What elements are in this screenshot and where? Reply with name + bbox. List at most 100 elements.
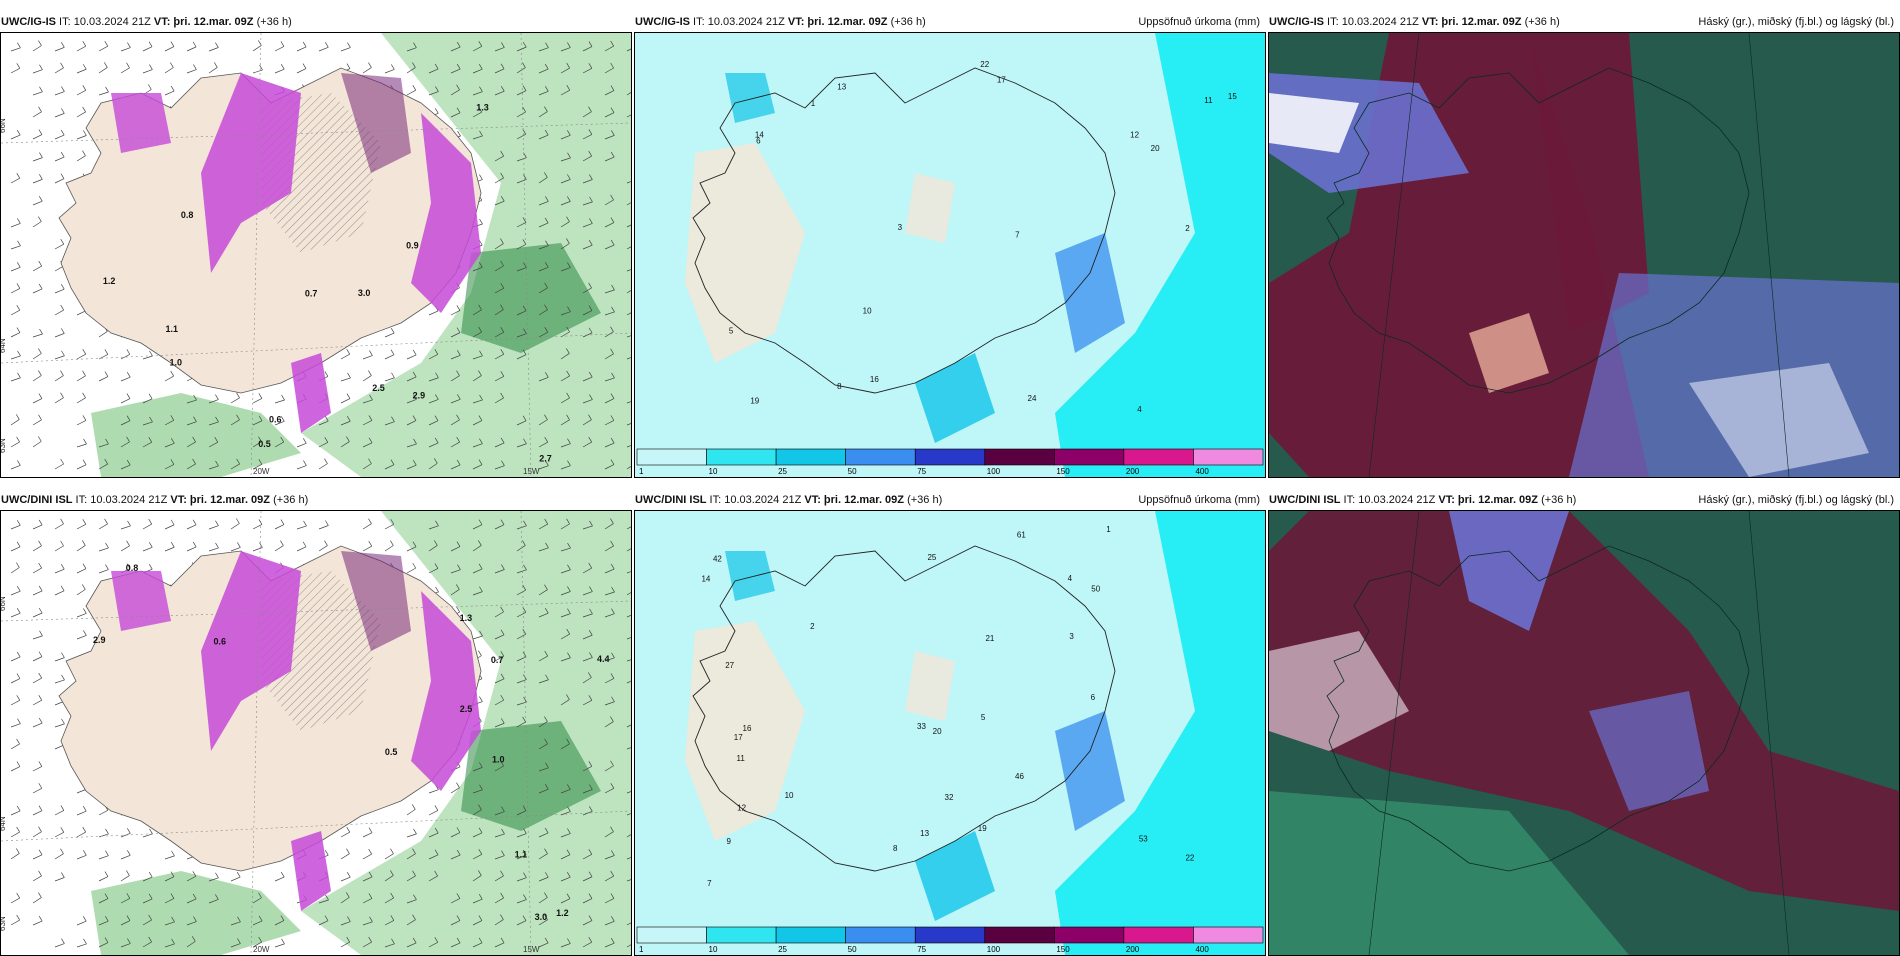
colorbar-swatch — [1123, 926, 1194, 944]
panel-title: Uppsöfnuð úrkoma (mm) — [1138, 494, 1260, 506]
cloud-cover-map: UWC/IG-IS IT: 10.03.2024 21Z VT: þri. 12… — [1268, 14, 1900, 478]
colorbar-swatch — [914, 448, 986, 466]
precip-value-label: 0.6 — [213, 636, 226, 646]
iceland-coastline — [1326, 545, 1750, 872]
colorbar-swatch — [1193, 448, 1264, 466]
precip-value-label: 0.8 — [126, 563, 139, 573]
lead-time: (+36 h) — [253, 16, 292, 28]
precip-value-label: 3.0 — [358, 288, 371, 298]
latitude-label: 63N — [1, 916, 7, 931]
colorbar-swatch — [636, 448, 707, 466]
wind-snow-map: UWC/IG-IS IT: 10.03.2024 21Z VT: þri. 12… — [0, 14, 632, 478]
accum-value-label: 8 — [837, 382, 842, 391]
accum-value-label: 2 — [810, 622, 815, 631]
map-frame: 0.5 0.6 0.7 0.8 1.0 1.3 2.9 3.0 4.4 2.5 1.1 1.2 66N 6… — [0, 510, 632, 956]
iceland-coastline — [1326, 67, 1750, 394]
precip-value-label: 0.7 — [305, 288, 318, 298]
iceland-coastline — [692, 67, 1116, 394]
colorbar-swatch — [1193, 926, 1264, 944]
accum-value-label: 19 — [978, 824, 987, 833]
colorbar-tick: 10 — [709, 467, 718, 476]
accum-value-label: 9 — [727, 837, 732, 846]
latitude-label: 64N — [1, 816, 7, 831]
colorbar-swatch — [775, 448, 846, 466]
precip-value-label: 1.3 — [460, 613, 473, 623]
model-name: UWC/DINI ISL — [1269, 494, 1341, 506]
precip-value-label: 0.7 — [491, 655, 504, 665]
precip-value-label: 0.5 — [258, 439, 271, 449]
latitude-label: 64N — [1, 338, 7, 353]
accum-value-label: 33 — [917, 722, 926, 731]
accum-value-label: 21 — [985, 634, 994, 643]
init-time: IT: 10.03.2024 21Z — [1340, 494, 1439, 506]
panel-title: Háský (gr.), miðský (fj.bl.) og lágský (… — [1698, 16, 1894, 28]
map-frame: 0.5 0.6 0.7 2.5 1.0 3.0 2.7 0.8 0.9 2.9 1.3 1.2 1.1 6… — [0, 32, 632, 478]
accum-value-label: 17 — [997, 75, 1006, 84]
colorbar-tick: 25 — [778, 467, 787, 476]
precip-value-label: 1.1 — [166, 324, 179, 334]
latitude-label: 63N — [1, 438, 7, 453]
accum-value-label: 7 — [707, 879, 712, 888]
precip-value-label: 2.7 — [539, 454, 552, 464]
panel-header: UWC/IG-IS IT: 10.03.2024 21Z VT: þri. 12… — [0, 16, 632, 32]
iceland-coastline — [692, 545, 1116, 872]
accum-value-label: 6 — [756, 137, 761, 146]
wind-snow-map: UWC/DINI ISL IT: 10.03.2024 21Z VT: þri.… — [0, 492, 632, 956]
valid-time: VT: þri. 12.mar. 09Z — [1438, 494, 1539, 506]
precip-value-label: 0.6 — [269, 414, 282, 424]
accum-value-label: 42 — [713, 555, 722, 564]
accum-value-label: 11 — [1204, 96, 1213, 105]
accum-value-label: 17 — [734, 733, 743, 742]
precip-value-label: 0.9 — [406, 240, 419, 250]
panel-title: Háský (gr.), miðský (fj.bl.) og lágský (… — [1698, 494, 1894, 506]
map-canvas — [1269, 511, 1899, 955]
longitude-label: 15W — [523, 467, 540, 476]
precip-value-label: 2.9 — [413, 391, 426, 401]
panel-header: UWC/DINI ISL IT: 10.03.2024 21Z VT: þri.… — [0, 494, 632, 510]
precip-value-label: 1.0 — [170, 357, 183, 367]
colorbar-swatch — [1054, 926, 1125, 944]
accumulated-precip-map: UWC/IG-IS IT: 10.03.2024 21Z VT: þri. 12… — [634, 14, 1266, 478]
accum-value-label: 46 — [1015, 772, 1024, 781]
accum-value-label: 20 — [933, 727, 942, 736]
panel-header: UWC/DINI ISL IT: 10.03.2024 21Z VT: þri.… — [1268, 494, 1900, 510]
map-canvas: 0.5 0.6 0.7 0.8 1.0 1.3 2.9 3.0 4.4 2.5 1.1 1.2 66N 6… — [1, 511, 631, 955]
accum-value-label: 12 — [737, 804, 746, 813]
colorbar-swatch — [845, 448, 916, 466]
colorbar-swatch — [984, 448, 1055, 466]
lead-time: (+36 h) — [887, 16, 926, 28]
precip-value-label: 2.5 — [372, 383, 385, 393]
model-name: UWC/IG-IS — [1, 16, 56, 28]
lead-time: (+36 h) — [270, 494, 309, 506]
cloud-cover-map: UWC/DINI ISL IT: 10.03.2024 21Z VT: þri.… — [1268, 492, 1900, 956]
colorbar-swatch — [636, 926, 707, 944]
accum-value-label: 8 — [893, 844, 898, 853]
precip-value-label: 1.1 — [515, 850, 528, 860]
accum-value-label: 13 — [837, 83, 846, 92]
lead-time: (+36 h) — [1538, 494, 1577, 506]
latitude-label: 66N — [1, 596, 7, 611]
colorbar-tick: 150 — [1056, 467, 1070, 476]
valid-time: VT: þri. 12.mar. 09Z — [170, 494, 271, 506]
colorbar-tick: 75 — [917, 467, 926, 476]
accum-value-label: 5 — [981, 713, 986, 722]
accum-value-label: 15 — [1228, 92, 1237, 101]
snowfall-shading — [111, 551, 481, 911]
colorbar-tick: 50 — [848, 467, 857, 476]
colorbar-swatch — [706, 448, 777, 466]
map-canvas: 0.5 0.6 0.7 2.5 1.0 3.0 2.7 0.8 0.9 2.9 1.3 1.2 1.1 6… — [1, 33, 631, 477]
snowfall-shading — [111, 73, 481, 433]
init-time: IT: 10.03.2024 21Z — [706, 494, 805, 506]
precip-value-label: 1.2 — [103, 276, 116, 286]
valid-time: VT: þri. 12.mar. 09Z — [1421, 16, 1522, 28]
accumulated-precip-shading — [725, 511, 1265, 955]
accum-value-label: 10 — [863, 306, 872, 315]
precip-value-label: 0.8 — [181, 210, 194, 220]
accum-value-label: 25 — [927, 553, 936, 562]
accum-value-label: 13 — [920, 829, 929, 838]
accum-value-label: 10 — [785, 791, 794, 800]
precip-value-label: 3.0 — [535, 912, 548, 922]
accum-value-label: 32 — [945, 793, 954, 802]
map-canvas: 1234567891011121314161719202122252732334… — [635, 511, 1265, 955]
init-time: IT: 10.03.2024 21Z — [690, 16, 788, 28]
